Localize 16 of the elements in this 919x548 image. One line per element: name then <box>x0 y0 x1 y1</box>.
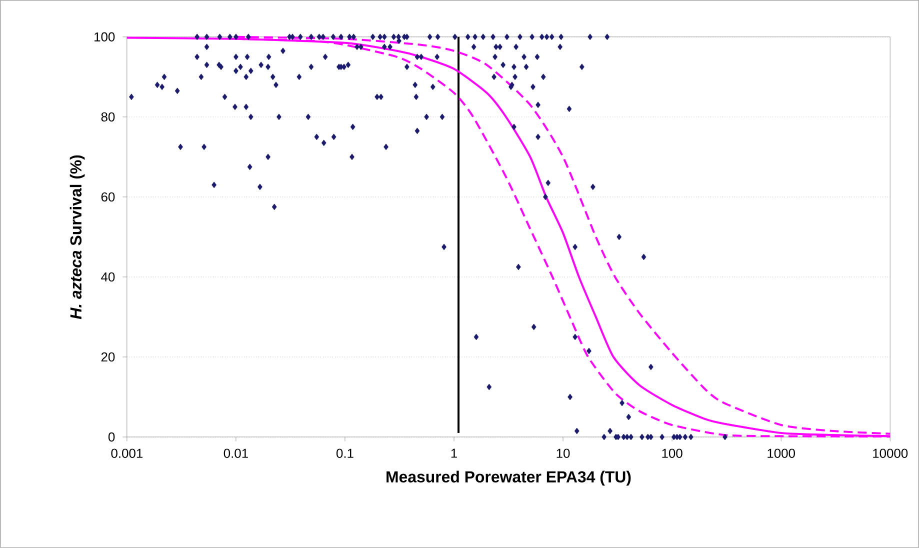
y-tick-label: 80 <box>101 112 115 122</box>
x-tick-label: 10000 <box>873 448 908 458</box>
y-tick-label: 0 <box>108 432 115 442</box>
x-tick-label: 1 <box>451 448 457 458</box>
x-tick-label: 0.1 <box>336 448 354 458</box>
y-axis-title: H. azteca Survival (%) <box>70 155 85 320</box>
x-tick-label: 0.01 <box>224 448 248 458</box>
x-tick-label: 1000 <box>768 448 795 458</box>
y-tick-label: 60 <box>101 192 115 202</box>
y-tick-label: 40 <box>101 272 115 282</box>
x-tick-label: 0.001 <box>111 448 143 458</box>
x-tick-label: 100 <box>662 448 682 458</box>
x-tick-label: 10 <box>556 448 570 458</box>
x-axis-title: Measured Porewater EPA34 (TU) <box>386 470 631 486</box>
y-tick-label: 20 <box>101 352 115 362</box>
y-tick-label: 100 <box>94 32 115 42</box>
